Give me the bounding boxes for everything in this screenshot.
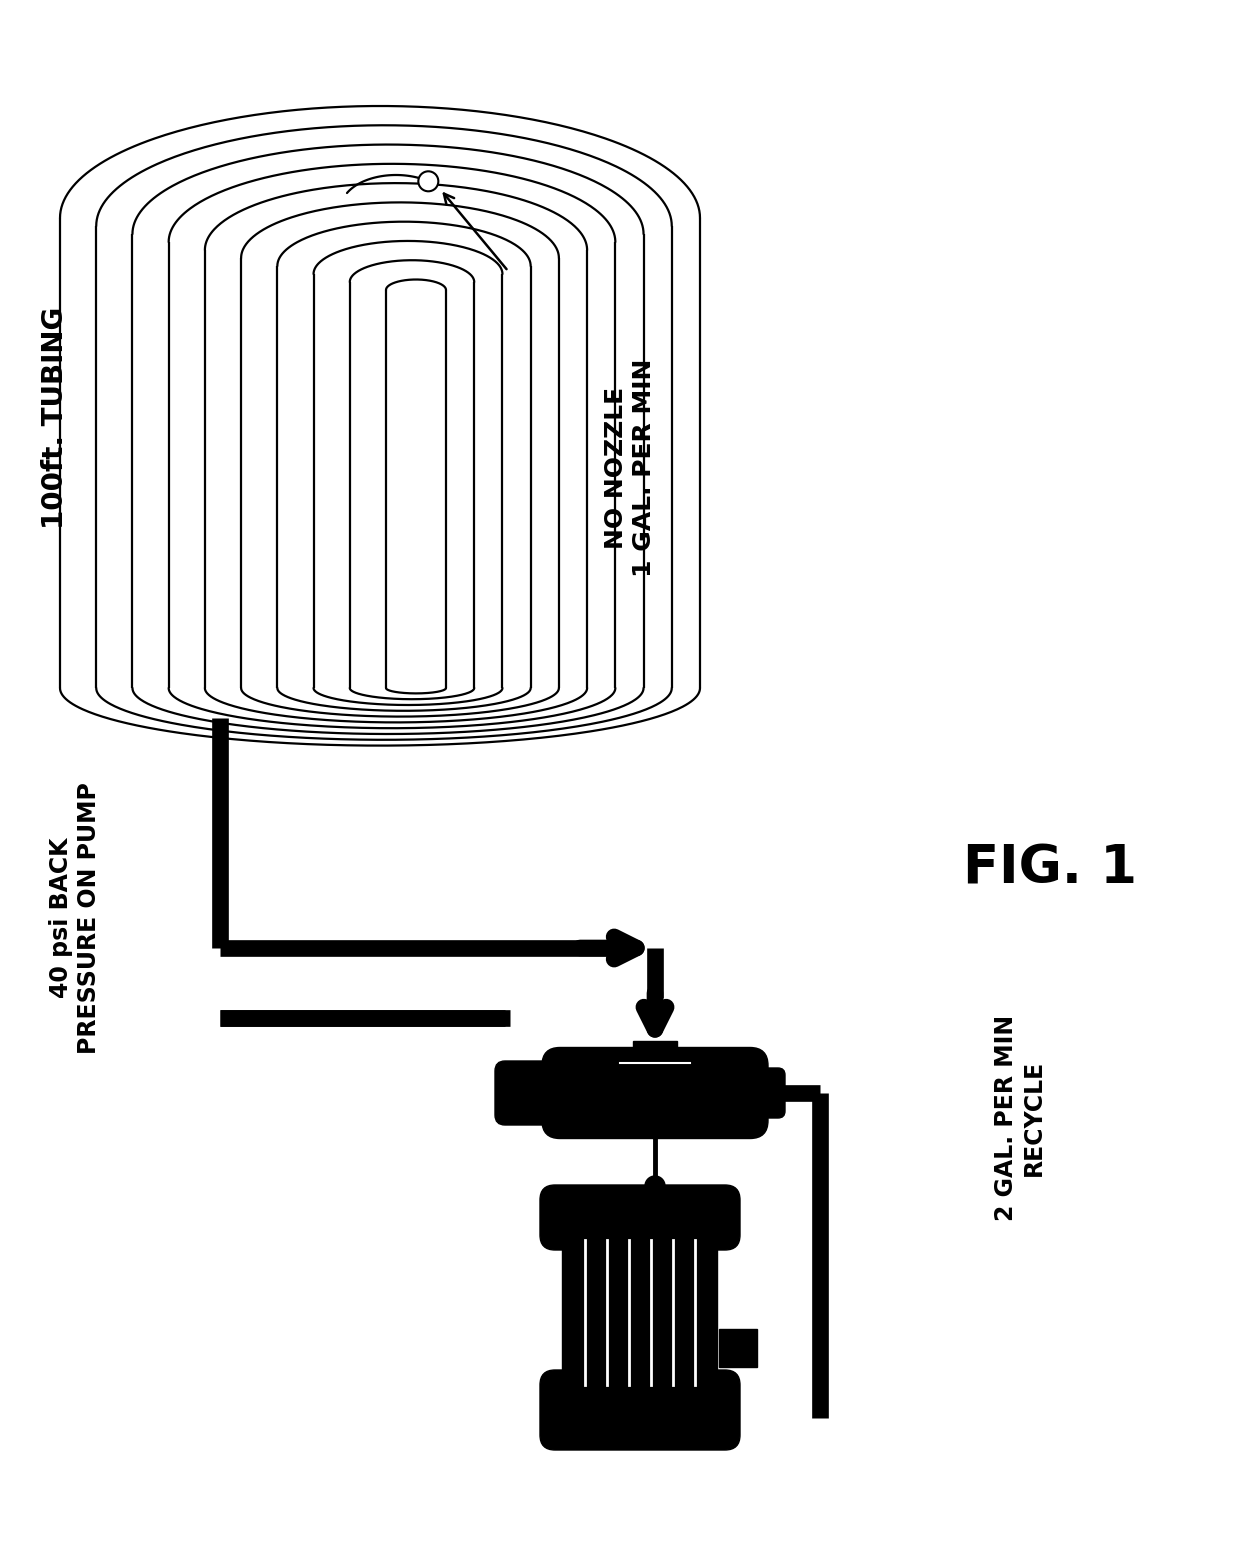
Circle shape — [645, 1176, 665, 1196]
Bar — [563, 1236, 718, 1389]
Text: FIG. 1: FIG. 1 — [963, 842, 1137, 894]
Text: 100ft. TUBING: 100ft. TUBING — [41, 307, 69, 528]
Text: 2 GAL. PER MIN
RECYCLE: 2 GAL. PER MIN RECYCLE — [994, 1014, 1045, 1221]
FancyBboxPatch shape — [539, 1370, 740, 1450]
Bar — [620, 1062, 689, 1083]
Text: 40 psi BACK
PRESSURE ON PUMP: 40 psi BACK PRESSURE ON PUMP — [50, 782, 100, 1054]
Circle shape — [418, 171, 438, 191]
Bar — [632, 1041, 677, 1063]
FancyBboxPatch shape — [495, 1062, 570, 1124]
Bar — [719, 1328, 758, 1367]
FancyBboxPatch shape — [539, 1185, 740, 1250]
FancyBboxPatch shape — [743, 1068, 785, 1118]
FancyBboxPatch shape — [542, 1047, 768, 1138]
Text: NO NOZZLE
1 GAL. PER MIN: NO NOZZLE 1 GAL. PER MIN — [604, 359, 656, 577]
